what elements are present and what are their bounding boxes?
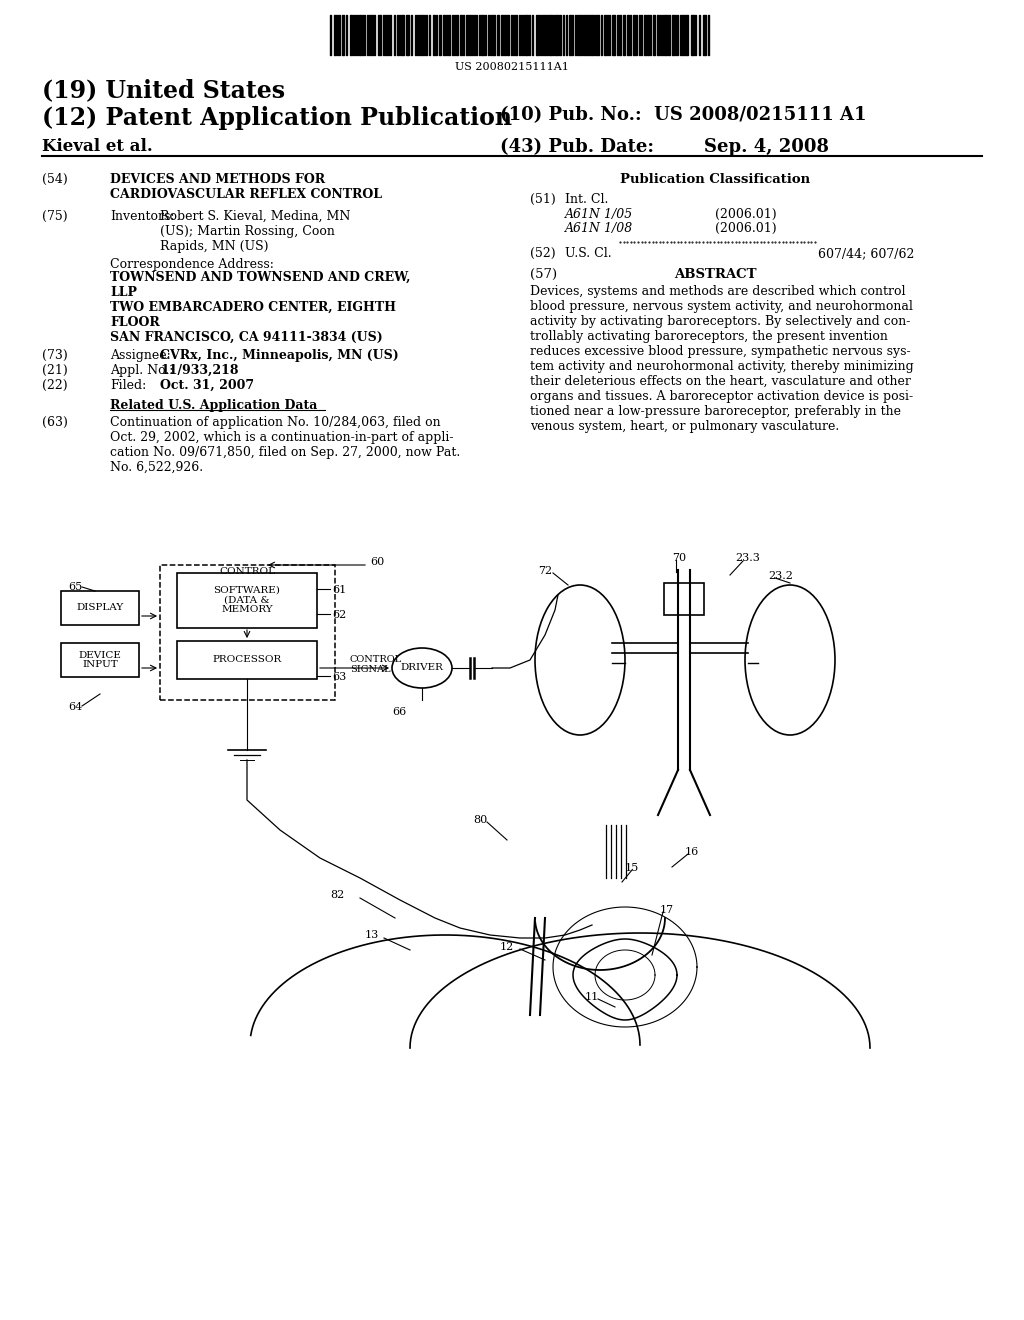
Text: 65: 65 [68,582,82,591]
Text: (51): (51) [530,193,556,206]
Text: (54): (54) [42,173,68,186]
Text: SOFTWARE): SOFTWARE) [214,586,281,595]
Text: 12: 12 [500,942,514,952]
Text: Appl. No.:: Appl. No.: [110,364,173,378]
Text: US 20080215111A1: US 20080215111A1 [455,62,569,73]
Text: CVRx, Inc., Minneapolis, MN (US): CVRx, Inc., Minneapolis, MN (US) [160,348,398,362]
Text: Inventors:: Inventors: [110,210,174,223]
Bar [664,583,705,615]
Text: ABSTRACT: ABSTRACT [674,268,757,281]
Text: 63: 63 [332,672,346,682]
Text: 23.3: 23.3 [735,553,760,564]
Text: (73): (73) [42,348,68,362]
Text: Continuation of application No. 10/284,063, filed on
Oct. 29, 2002, which is a c: Continuation of application No. 10/284,0… [110,416,460,474]
Text: DEVICE: DEVICE [79,651,122,660]
Text: Int. Cl.: Int. Cl. [565,193,608,206]
Text: Oct. 31, 2007: Oct. 31, 2007 [160,379,254,392]
Text: (DATA &: (DATA & [224,595,269,605]
Text: (22): (22) [42,379,68,392]
Text: (75): (75) [42,210,68,223]
Bar [177,573,317,627]
Text: Correspondence Address:: Correspondence Address: [110,257,273,271]
Text: PROCESSOR: PROCESSOR [212,656,282,664]
Text: Kieval et al.: Kieval et al. [42,139,153,154]
Text: 70: 70 [672,553,686,564]
Text: 66: 66 [392,708,407,717]
Text: CONTROL: CONTROL [219,568,275,576]
Text: INPUT: INPUT [82,660,118,669]
Text: (43) Pub. Date:        Sep. 4, 2008: (43) Pub. Date: Sep. 4, 2008 [500,139,829,156]
Text: 11/933,218: 11/933,218 [160,364,239,378]
Text: U.S. Cl.: U.S. Cl. [565,247,611,260]
Text: 11: 11 [585,993,599,1002]
Text: Robert S. Kieval, Medina, MN
(US); Martin Rossing, Coon
Rapids, MN (US): Robert S. Kieval, Medina, MN (US); Marti… [160,210,350,253]
Text: (2006.01): (2006.01) [715,222,776,235]
Text: A61N 1/08: A61N 1/08 [565,222,633,235]
Text: 607/44; 607/62: 607/44; 607/62 [818,247,914,260]
Text: 23.2: 23.2 [768,572,793,581]
Text: (19) United States: (19) United States [42,78,285,102]
Text: (2006.01): (2006.01) [715,209,776,220]
Bar [61,591,139,624]
Text: 82: 82 [330,890,344,900]
Bar [177,642,317,678]
Text: 13: 13 [365,931,379,940]
Text: (63): (63) [42,416,68,429]
Text: 61: 61 [332,585,346,595]
Text: 17: 17 [660,906,674,915]
Text: (52): (52) [530,247,556,260]
Text: (21): (21) [42,364,68,378]
Ellipse shape [392,648,452,688]
Ellipse shape [535,585,625,735]
Text: Related U.S. Application Data: Related U.S. Application Data [110,399,317,412]
Text: DEVICES AND METHODS FOR
CARDIOVASCULAR REFLEX CONTROL: DEVICES AND METHODS FOR CARDIOVASCULAR R… [110,173,382,201]
Text: A61N 1/05: A61N 1/05 [565,209,633,220]
Text: Filed:: Filed: [110,379,146,392]
Text: (12) Patent Application Publication: (12) Patent Application Publication [42,106,512,129]
Text: 62: 62 [332,610,346,620]
Text: Devices, systems and methods are described which control
blood pressure, nervous: Devices, systems and methods are describ… [530,285,913,433]
Text: Assignee:: Assignee: [110,348,171,362]
Text: 64: 64 [68,702,82,711]
FancyBboxPatch shape [160,565,335,700]
Text: (57): (57) [530,268,557,281]
Text: TOWNSEND AND TOWNSEND AND CREW,
LLP
TWO EMBARCADERO CENTER, EIGHTH
FLOOR
SAN FRA: TOWNSEND AND TOWNSEND AND CREW, LLP TWO … [110,271,411,345]
Text: 15: 15 [625,863,639,873]
Text: 72: 72 [538,566,552,576]
Text: DISPLAY: DISPLAY [77,603,124,612]
Text: DRIVER: DRIVER [400,664,443,672]
Bar [61,643,139,677]
Text: (10) Pub. No.:  US 2008/0215111 A1: (10) Pub. No.: US 2008/0215111 A1 [500,106,866,124]
Ellipse shape [745,585,835,735]
Text: 80: 80 [473,814,487,825]
Text: Publication Classification: Publication Classification [620,173,810,186]
Text: 16: 16 [685,847,699,857]
Text: CONTROL
SIGNAL: CONTROL SIGNAL [350,655,402,675]
Text: MEMORY: MEMORY [221,606,272,614]
Text: 60: 60 [370,557,384,568]
